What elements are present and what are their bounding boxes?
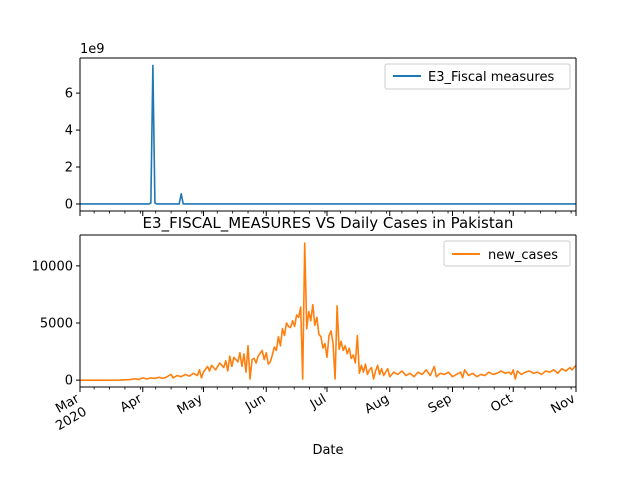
top-plot-area: 0 2 4 6 — [65, 57, 577, 216]
bottom-ytick-label: 0 — [65, 374, 73, 389]
bottom-title: E3_FISCAL_MEASURES VS Daily Cases in Pak… — [143, 214, 514, 233]
top-offset-text: 1e9 — [80, 42, 105, 57]
top-ytick-label: 0 — [65, 197, 73, 212]
top-ytick-label: 2 — [65, 161, 73, 176]
xtick-label: Jul — [307, 391, 329, 412]
top-panel: 1e9 0 2 4 6 E3_Fiscal measures — [65, 42, 577, 216]
top-series-line-0 — [80, 64, 576, 205]
x-axis-label: Date — [312, 443, 343, 458]
top-legend-box — [384, 63, 571, 90]
top-ytick-label: 4 — [65, 124, 73, 139]
bottom-series-line-0 — [80, 242, 577, 381]
top-legend: E3_Fiscal measures — [384, 63, 571, 90]
bottom-legend-label: new_cases — [488, 248, 558, 263]
top-legend-label: E3_Fiscal measures — [428, 70, 554, 85]
top-ytick-label: 6 — [65, 87, 73, 102]
bottom-legend: new_cases — [443, 240, 571, 267]
bottom-legend-box — [443, 240, 571, 267]
bottom-ytick-label: 10000 — [32, 259, 73, 274]
bottom-ytick-label: 5000 — [40, 317, 73, 332]
